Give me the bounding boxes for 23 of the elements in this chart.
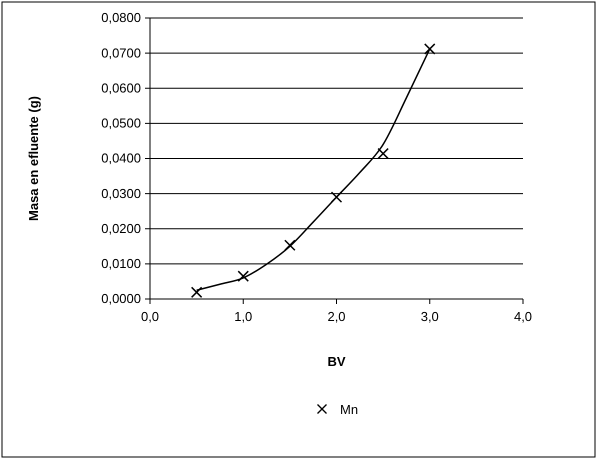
x-tick-label: 2,0 (327, 309, 346, 324)
y-tick-label: 0,0400 (101, 150, 141, 166)
point (284, 240, 296, 252)
x-tick-label: 0,0 (140, 309, 160, 324)
y-tick-label: 0,0800 (101, 10, 141, 26)
x-tick-label: 4,0 (514, 309, 532, 324)
x-tick-label: 3,0 (420, 309, 439, 324)
y-tick-label: 0,0600 (101, 80, 141, 96)
y-tick-label: 0,0200 (101, 220, 141, 236)
y-tick-label: 0,0500 (101, 116, 141, 131)
point (330, 191, 342, 203)
y-axis-title: Masa en efluente (g) (26, 96, 41, 221)
y-tick-label: 0,0000 (101, 291, 141, 306)
legend-label: Mn (340, 402, 358, 417)
point (190, 286, 202, 298)
y-tick-label: 0,0300 (101, 186, 141, 201)
y-tick-label: 0,0700 (101, 45, 141, 60)
point (424, 43, 436, 55)
point (238, 270, 249, 282)
x-tick-label: 1,0 (234, 309, 252, 324)
x-axis-title: BV (327, 354, 346, 369)
point (377, 148, 389, 160)
y-tick-label: 0,0100 (101, 256, 141, 272)
